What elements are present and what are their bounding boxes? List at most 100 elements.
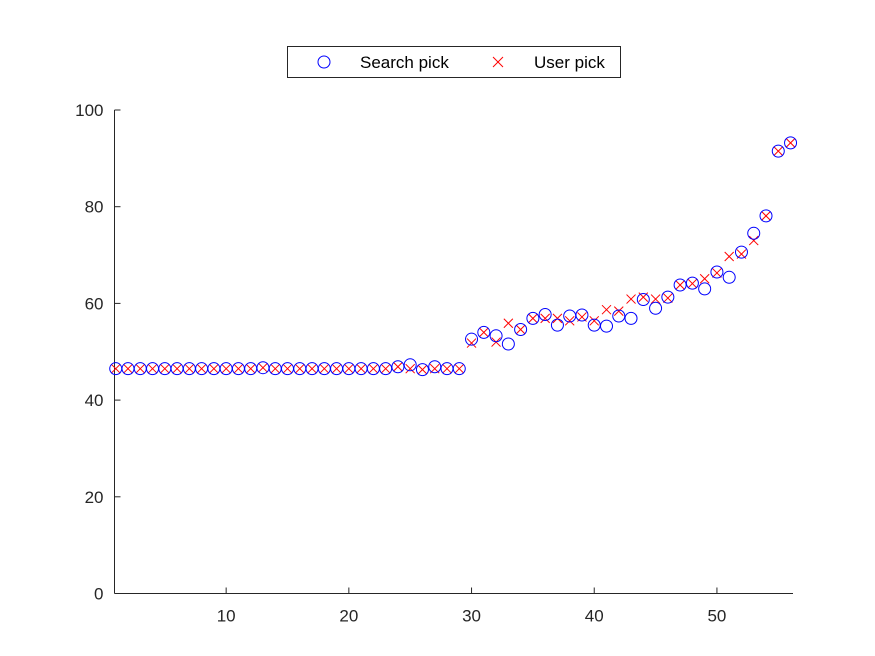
user-pick-point xyxy=(748,235,759,246)
user-pick-point xyxy=(528,313,538,324)
legend-marker-search-pick xyxy=(317,55,331,69)
series-search-pick xyxy=(109,136,798,377)
y-tick-label: 100 xyxy=(75,101,103,120)
y-tick-label: 80 xyxy=(85,198,104,217)
user-pick-point xyxy=(699,273,710,284)
user-pick-point xyxy=(540,313,551,324)
user-pick-point xyxy=(331,363,342,374)
user-pick-point xyxy=(675,280,685,290)
user-pick-point xyxy=(687,278,698,289)
search-pick-point xyxy=(649,301,663,315)
user-pick-point xyxy=(368,363,379,374)
search-pick-point xyxy=(403,358,417,372)
x-tick-label: 50 xyxy=(707,607,726,626)
search-pick-point xyxy=(771,144,785,158)
search-pick-point xyxy=(465,332,479,346)
user-pick-point xyxy=(123,363,133,374)
x-ticks: 10 20 30 40 50 xyxy=(217,587,726,626)
user-pick-point xyxy=(662,293,673,303)
legend-marker-user-pick xyxy=(492,56,504,68)
search-pick-point xyxy=(452,362,466,376)
user-pick-point xyxy=(233,363,244,374)
user-pick-point xyxy=(159,363,170,374)
y-tick-label: 60 xyxy=(85,294,104,313)
search-pick-point xyxy=(489,329,503,343)
legend-label-user-pick: User pick xyxy=(534,53,605,72)
user-pick-point xyxy=(442,363,452,374)
search-pick-point xyxy=(636,293,650,307)
search-pick-point xyxy=(759,209,773,223)
search-pick-point xyxy=(722,270,736,284)
series-user-pick xyxy=(110,138,796,375)
user-pick-point xyxy=(147,363,158,374)
legend: Search pick User pick xyxy=(287,46,621,78)
search-pick-point xyxy=(612,309,626,323)
user-pick-point xyxy=(589,315,600,326)
search-pick-point xyxy=(379,362,393,376)
user-pick-point xyxy=(282,363,293,374)
search-pick-point xyxy=(673,278,687,292)
search-pick-point xyxy=(624,311,638,325)
user-pick-point xyxy=(773,146,784,156)
user-pick-point xyxy=(613,306,624,316)
user-pick-point xyxy=(478,327,489,338)
user-pick-point xyxy=(110,363,121,374)
user-pick-point xyxy=(343,363,354,374)
user-pick-point xyxy=(454,363,465,374)
user-pick-point xyxy=(356,363,366,374)
search-pick-point xyxy=(734,245,748,259)
user-pick-point xyxy=(209,363,219,374)
x-tick-label: 10 xyxy=(217,607,236,626)
user-pick-point xyxy=(466,338,477,348)
user-pick-point xyxy=(294,363,305,374)
user-pick-point xyxy=(601,304,612,315)
user-pick-point xyxy=(380,363,391,374)
search-pick-point xyxy=(514,323,528,337)
y-tick-label: 20 xyxy=(85,488,104,507)
axes xyxy=(114,110,793,594)
user-pick-point xyxy=(564,315,575,326)
search-pick-point xyxy=(784,136,798,150)
user-pick-point xyxy=(552,313,563,324)
user-pick-point xyxy=(417,364,428,375)
search-pick-point xyxy=(661,290,675,304)
search-pick-point xyxy=(685,276,699,290)
user-pick-point xyxy=(319,363,330,374)
search-pick-point xyxy=(698,282,712,296)
search-pick-point xyxy=(600,319,614,333)
search-pick-point xyxy=(538,308,552,322)
user-pick-point xyxy=(785,138,796,148)
user-pick-point xyxy=(515,324,526,335)
user-pick-point xyxy=(172,363,182,374)
legend-label-search-pick: Search pick xyxy=(360,53,449,72)
x-tick-label: 30 xyxy=(462,607,481,626)
y-tick-label: 0 xyxy=(94,585,103,604)
user-pick-point xyxy=(393,361,403,372)
y-tick-label: 40 xyxy=(85,391,104,410)
user-pick-point xyxy=(184,363,195,374)
x-tick-label: 40 xyxy=(585,607,604,626)
user-pick-point xyxy=(650,294,661,304)
search-pick-point xyxy=(391,360,405,374)
search-pick-point xyxy=(575,308,589,322)
user-pick-point xyxy=(270,363,281,374)
user-pick-point xyxy=(196,363,207,374)
search-pick-point xyxy=(526,311,540,325)
y-ticks: 0 20 40 60 80 100 xyxy=(75,101,121,604)
user-pick-point xyxy=(712,268,722,278)
user-pick-point xyxy=(221,363,232,374)
search-pick-point xyxy=(415,363,429,377)
user-pick-point xyxy=(135,363,146,374)
user-pick-point xyxy=(245,363,256,374)
user-pick-point xyxy=(503,318,514,329)
search-pick-point xyxy=(501,337,515,351)
user-pick-point xyxy=(307,363,317,374)
user-pick-point xyxy=(405,363,416,374)
user-pick-point xyxy=(761,211,771,221)
user-pick-point xyxy=(626,294,636,304)
search-pick-point xyxy=(477,325,491,339)
search-pick-point xyxy=(747,226,761,240)
legend-box xyxy=(287,46,621,78)
search-pick-point xyxy=(550,318,564,332)
